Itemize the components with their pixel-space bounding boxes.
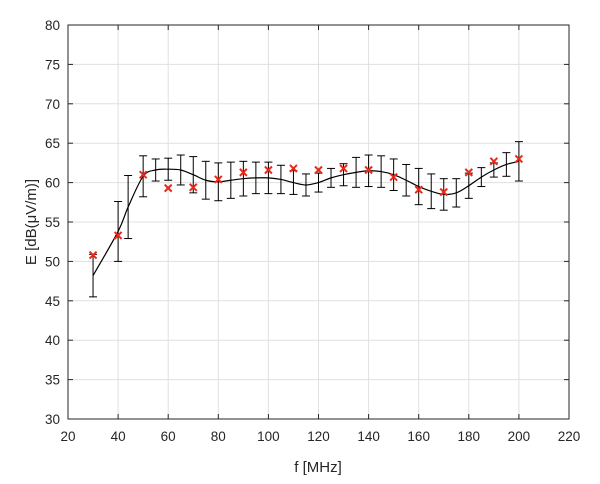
x-marker-stroke [289,164,298,173]
x-marker-stroke [314,165,323,175]
x-axis-label: f [MHz] [294,459,342,476]
x-tick-label: 120 [307,429,330,444]
x-marker-stroke [339,164,348,173]
y-tick-label: 45 [45,294,60,309]
x-tick-label: 20 [60,429,75,444]
x-marker-stroke [264,165,273,175]
x-marker-stroke [514,154,524,164]
x-marker [138,170,148,179]
x-marker [364,165,373,175]
tick-layer: 20 40 60 80 100 120 140 160 180 200 220 30 35 40 45 50 5… [45,18,580,444]
y-tick-label: 80 [45,18,60,33]
x-marker-stroke [489,157,499,166]
x-marker-stroke [464,168,474,177]
y-tick-label: 55 [45,215,60,230]
x-marker [439,187,448,197]
x-tick-label: 220 [558,429,581,444]
x-marker-stroke [439,187,448,197]
x-marker [163,183,173,193]
x-tick-label: 200 [508,429,531,444]
x-marker [239,168,248,177]
y-tick-label: 75 [45,57,60,72]
x-tick-label: 40 [111,429,126,444]
x-tick-label: 180 [458,429,481,444]
y-tick-label: 40 [45,333,60,348]
x-marker [464,168,474,177]
x-marker [489,157,499,166]
y-tick-label: 70 [45,97,60,112]
x-marker [314,165,323,175]
x-marker [214,175,223,184]
x-marker-stroke [364,165,373,175]
x-marker [389,172,398,182]
x-marker-stroke [214,175,223,184]
y-tick-label: 60 [45,176,60,191]
x-marker [414,185,423,194]
x-marker-stroke [138,170,148,179]
y-tick-label: 30 [45,412,60,427]
x-marker [264,165,273,175]
x-marker-stroke [113,231,123,240]
fit-line [92,160,520,276]
y-axis-label: E [dB(μV/m)] [23,179,40,265]
x-tick-label: 60 [161,429,176,444]
x-tick-label: 140 [357,429,380,444]
x-marker [113,231,123,240]
x-marker-stroke [163,183,173,193]
x-tick-label: 80 [211,429,226,444]
x-marker-stroke [389,172,398,182]
series-layer [88,141,524,298]
x-tick-label: 160 [407,429,430,444]
y-tick-label: 65 [45,136,60,151]
x-marker [289,164,298,173]
x-marker-stroke [239,168,248,177]
y-tick-label: 35 [45,373,60,388]
x-marker-stroke [189,183,198,192]
x-marker [514,154,524,164]
x-marker [88,250,98,260]
x-marker-stroke [88,250,98,260]
y-tick-label: 50 [45,254,60,269]
x-marker [189,183,198,192]
x-marker-stroke [414,185,423,194]
x-marker [339,164,348,173]
x-tick-label: 100 [257,429,280,444]
